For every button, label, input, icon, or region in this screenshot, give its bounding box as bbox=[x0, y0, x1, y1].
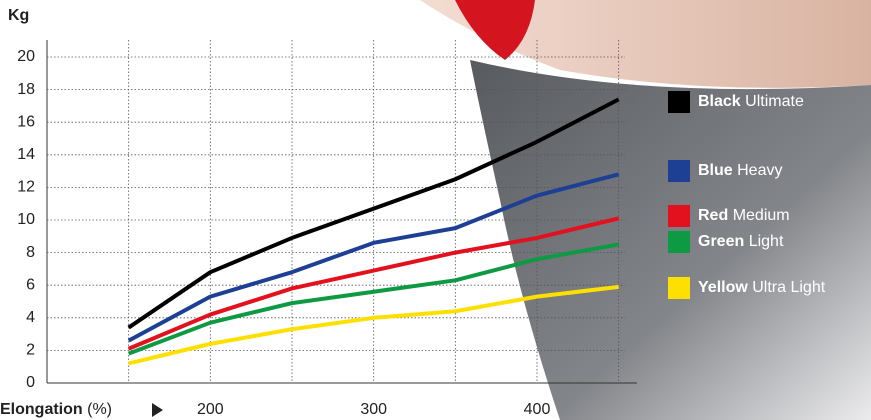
legend-label: Black Ultimate bbox=[698, 93, 804, 110]
y-tick-label: 4 bbox=[26, 309, 35, 326]
red-band bbox=[455, 0, 535, 60]
series-line bbox=[128, 284, 619, 366]
legend-label: Green Light bbox=[698, 233, 784, 250]
y-tick-label: 10 bbox=[17, 211, 35, 228]
legend-label: Blue Heavy bbox=[698, 162, 782, 179]
legend-name: Red bbox=[698, 207, 728, 224]
series-line bbox=[127, 242, 620, 356]
legend-name: Black bbox=[698, 93, 741, 110]
y-tick-label: 20 bbox=[17, 48, 35, 65]
y-tick-label: 16 bbox=[17, 113, 35, 130]
legend-swatch bbox=[668, 231, 690, 253]
x-tick-label: 400 bbox=[524, 401, 551, 418]
legend-name: Green bbox=[698, 233, 744, 250]
legend-grade: Medium bbox=[733, 207, 790, 224]
x-axis-label-unit: (%) bbox=[87, 401, 112, 418]
legend-grade: Light bbox=[749, 233, 784, 250]
x-axis-label-name: Elongation bbox=[0, 401, 83, 418]
y-tick-label: 8 bbox=[26, 244, 35, 261]
x-tick-label: 200 bbox=[197, 401, 224, 418]
series-line bbox=[127, 216, 620, 351]
y-axis-label: Kg bbox=[8, 7, 29, 24]
legend-grade: Ultra Light bbox=[752, 279, 825, 296]
legend-swatch bbox=[668, 160, 690, 182]
legend-label: Red Medium bbox=[698, 207, 790, 224]
y-tick-label: 2 bbox=[26, 342, 35, 359]
legend-grade: Ultimate bbox=[745, 93, 804, 110]
legend-grade: Heavy bbox=[737, 162, 782, 179]
y-tick-label: 14 bbox=[17, 146, 35, 163]
y-tick-label: 12 bbox=[17, 179, 35, 196]
legend-name: Blue bbox=[698, 162, 733, 179]
arm-skin bbox=[420, 0, 871, 88]
x-tick-label: 300 bbox=[360, 401, 387, 418]
y-tick-label: 0 bbox=[26, 374, 35, 391]
legend-swatch bbox=[668, 205, 690, 227]
legend-label: Yellow Ultra Light bbox=[698, 279, 826, 296]
series-line bbox=[127, 97, 620, 330]
series-line bbox=[127, 172, 620, 343]
y-tick-label: 6 bbox=[26, 276, 35, 293]
legend-swatch bbox=[668, 91, 690, 113]
legend-swatch bbox=[668, 277, 690, 299]
x-axis-arrow bbox=[152, 403, 163, 417]
legend-name: Yellow bbox=[698, 279, 748, 296]
y-tick-label: 18 bbox=[17, 81, 35, 98]
x-axis-label: Elongation (%) bbox=[0, 401, 112, 418]
